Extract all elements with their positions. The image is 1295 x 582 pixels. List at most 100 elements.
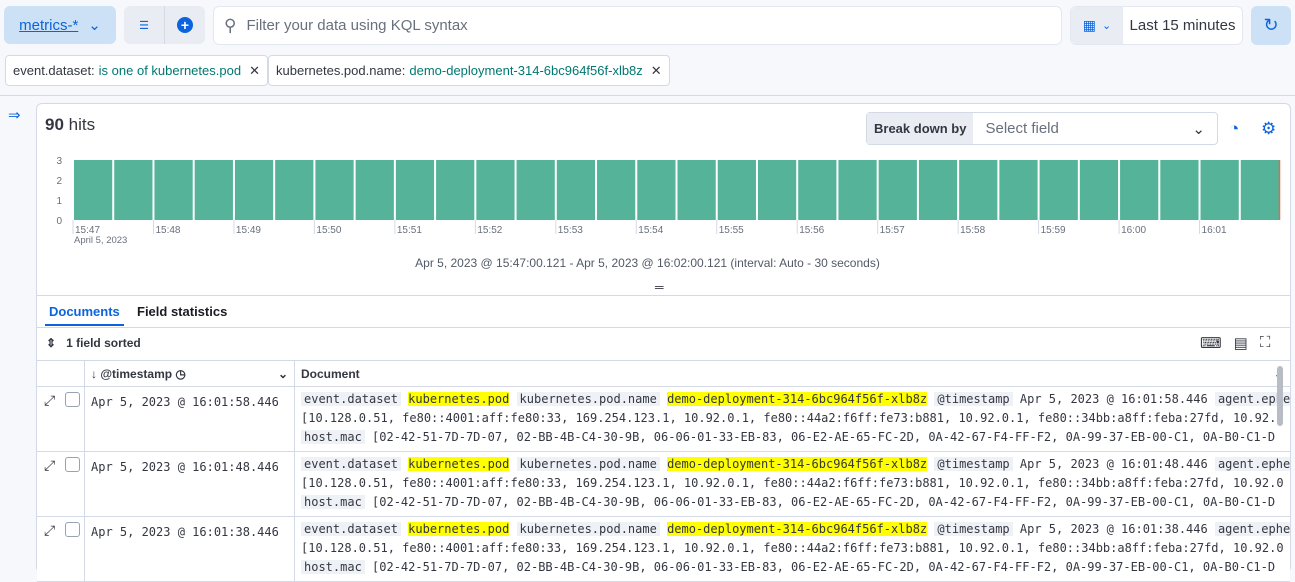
table-header: ↓ @timestamp ◷ ⌄ Document⌄ xyxy=(37,360,1290,387)
timestamp-cell: Apr 5, 2023 @ 16:01:48.446 xyxy=(85,452,295,516)
histogram-bar xyxy=(717,160,756,220)
field-value: Apr 5, 2023 @ 16:01:48.446 xyxy=(1019,457,1208,471)
filter-pill[interactable]: kubernetes.pod.name: demo-deployment-314-… xyxy=(268,55,670,86)
histogram-bar xyxy=(798,160,837,220)
histogram-bar xyxy=(315,160,354,220)
histogram-bar xyxy=(1240,160,1279,220)
divider xyxy=(37,327,1290,328)
column-label: Document xyxy=(301,366,360,381)
expand-icon[interactable]: ⤢ xyxy=(44,392,56,408)
clock-icon: ◷ xyxy=(175,366,186,381)
density-icon[interactable]: ▤ xyxy=(1233,335,1248,352)
table-row: ⤢ Apr 5, 2023 @ 16:01:58.446 event.datas… xyxy=(37,387,1290,452)
field-key: event.dataset xyxy=(301,522,401,536)
x-tick-label: 15:53 xyxy=(558,225,583,236)
column-header-document[interactable]: Document⌄ xyxy=(295,361,1290,386)
expand-icon[interactable]: ⤢ xyxy=(44,457,56,473)
fullscreen-icon[interactable]: ⛶ xyxy=(1259,334,1271,351)
tab-field-statistics[interactable]: Field statistics xyxy=(137,304,228,319)
filter-field: event.dataset: xyxy=(13,63,95,78)
histogram-bar xyxy=(355,160,394,220)
time-picker[interactable]: ▦ ⌄ Last 15 minutes xyxy=(1070,6,1243,45)
resize-handle[interactable]: ═ xyxy=(655,280,664,294)
keyboard-icon[interactable]: ⌨ xyxy=(1200,335,1222,352)
timestamp-value: Apr 5, 2023 @ 16:01:38.446 xyxy=(91,525,279,539)
field-value: demo-deployment-314-6bc964f56f-xlb8z xyxy=(667,392,928,406)
sort-button[interactable]: ⇕ 1 field sorted xyxy=(46,336,141,350)
document-cell: event.dataset kubernetes.pod kubernetes.… xyxy=(295,387,1290,451)
visualize-icon[interactable]: ◔ xyxy=(1229,119,1240,138)
y-tick-label: 3 xyxy=(56,156,62,167)
row-checkbox[interactable] xyxy=(65,392,81,407)
field-value: demo-deployment-314-6bc964f56f-xlb8z xyxy=(667,457,928,471)
histogram-bar xyxy=(999,160,1038,220)
field-key: kubernetes.pod.name xyxy=(516,392,660,406)
histogram-bar xyxy=(476,160,515,220)
x-tick-label: 15:50 xyxy=(316,225,341,236)
chevron-down-icon: ⌄ xyxy=(1192,120,1205,138)
table-row: ⤢ Apr 5, 2023 @ 16:01:38.446 event.datas… xyxy=(37,517,1290,582)
document-cell: event.dataset kubernetes.pod kubernetes.… xyxy=(295,452,1290,516)
histogram-chart: 0 1 2 3 15:47 15:48 15:49 15:50 15:51 15:52 15:53 1… xyxy=(56,156,1281,246)
histogram-bar xyxy=(1079,160,1119,220)
documents-table: ↓ @timestamp ◷ ⌄ Document⌄ ⤢ Apr 5, 2023 … xyxy=(37,360,1290,582)
field-key: host.mac xyxy=(301,560,365,574)
grid-toolbar: ⌨ ▤ ⛶ xyxy=(1200,334,1270,352)
chevron-down-icon: ⌄ xyxy=(1102,20,1112,32)
histogram-bar xyxy=(74,160,113,220)
row-checkbox[interactable] xyxy=(65,522,81,537)
x-tick-label: 15:58 xyxy=(960,225,985,236)
histogram-bar xyxy=(677,160,716,220)
field-key: event.dataset xyxy=(301,457,401,471)
histogram-bar xyxy=(194,160,233,220)
data-view-selector[interactable]: metrics-* ⌄ xyxy=(4,6,116,44)
row-checkbox[interactable] xyxy=(65,457,81,472)
histogram-bar xyxy=(1160,160,1199,220)
scrollbar[interactable] xyxy=(1277,366,1283,426)
column-header-timestamp[interactable]: ↓ @timestamp ◷ ⌄ xyxy=(85,361,295,386)
close-icon[interactable]: ✕ xyxy=(249,62,260,78)
kql-search-input[interactable]: ⚲ Filter your data using KQL syntax xyxy=(213,6,1062,45)
histogram-bar xyxy=(516,160,555,220)
gear-icon[interactable]: ⚙ xyxy=(1261,119,1277,138)
hits-label: hits xyxy=(68,115,96,134)
x-tick-label: 15:59 xyxy=(1041,225,1066,236)
histogram-bar xyxy=(556,160,596,220)
x-tick-label: 15:47 xyxy=(75,225,100,236)
plus-circle-icon: + xyxy=(177,17,193,33)
sort-label: 1 field sorted xyxy=(66,336,141,350)
field-key: @timestamp xyxy=(934,392,1013,406)
filter-value: demo-deployment-314-6bc964f56f-xlb8z xyxy=(409,63,643,78)
field-key: kubernetes.pod.name xyxy=(516,522,660,536)
field-value: demo-deployment-314-6bc964f56f-xlb8z xyxy=(667,522,928,536)
tab-documents[interactable]: Documents xyxy=(45,304,124,326)
field-value: [10.128.0.51, fe80::4001:aff:fe80:33, 16… xyxy=(301,411,1284,425)
table-row: ⤢ Apr 5, 2023 @ 16:01:48.446 event.datas… xyxy=(37,452,1290,517)
quick-menu-button[interactable]: ▦ ⌄ xyxy=(1071,7,1123,44)
filter-menu-button[interactable]: ☰ xyxy=(124,6,164,44)
time-range-text: Apr 5, 2023 @ 15:47:00.121 - Apr 5, 2023… xyxy=(415,256,880,270)
divider xyxy=(0,95,1295,96)
refresh-button[interactable]: ↻ xyxy=(1251,6,1291,45)
x-tick-label: 15:49 xyxy=(236,225,261,236)
field-value: Apr 5, 2023 @ 16:01:38.446 xyxy=(1019,522,1208,536)
chevron-down-icon[interactable]: ⌄ xyxy=(277,366,288,381)
field-value: [02-42-51-7D-7D-07, 02-BB-4B-C4-30-9B, 0… xyxy=(372,560,1276,574)
time-range-label[interactable]: Last 15 minutes xyxy=(1129,17,1236,34)
timestamp-value: Apr 5, 2023 @ 16:01:58.446 xyxy=(91,395,279,409)
x-tick-label: 15:52 xyxy=(477,225,502,236)
expand-icon[interactable]: ⤢ xyxy=(44,522,56,538)
histogram-bar xyxy=(1200,160,1239,220)
field-key: agent.ephe xyxy=(1214,457,1290,471)
field-value: Apr 5, 2023 @ 16:01:58.446 xyxy=(1019,392,1208,406)
timestamp-cell: Apr 5, 2023 @ 16:01:58.446 xyxy=(85,387,295,451)
add-filter-button[interactable]: + xyxy=(164,6,205,44)
sidebar-toggle-icon[interactable]: ⇒ xyxy=(8,107,21,124)
close-icon[interactable]: ✕ xyxy=(650,62,662,78)
field-value: [02-42-51-7D-7D-07, 02-BB-4B-C4-30-9B, 0… xyxy=(372,430,1276,444)
filter-pill[interactable]: event.dataset: is one of kubernetes.pod ✕ xyxy=(5,55,268,86)
refresh-icon: ↻ xyxy=(1263,15,1279,35)
field-key: event.dataset xyxy=(301,392,401,406)
histogram-bar xyxy=(918,160,958,220)
breakdown-select[interactable]: Break down by Select field ⌄ xyxy=(866,112,1218,145)
